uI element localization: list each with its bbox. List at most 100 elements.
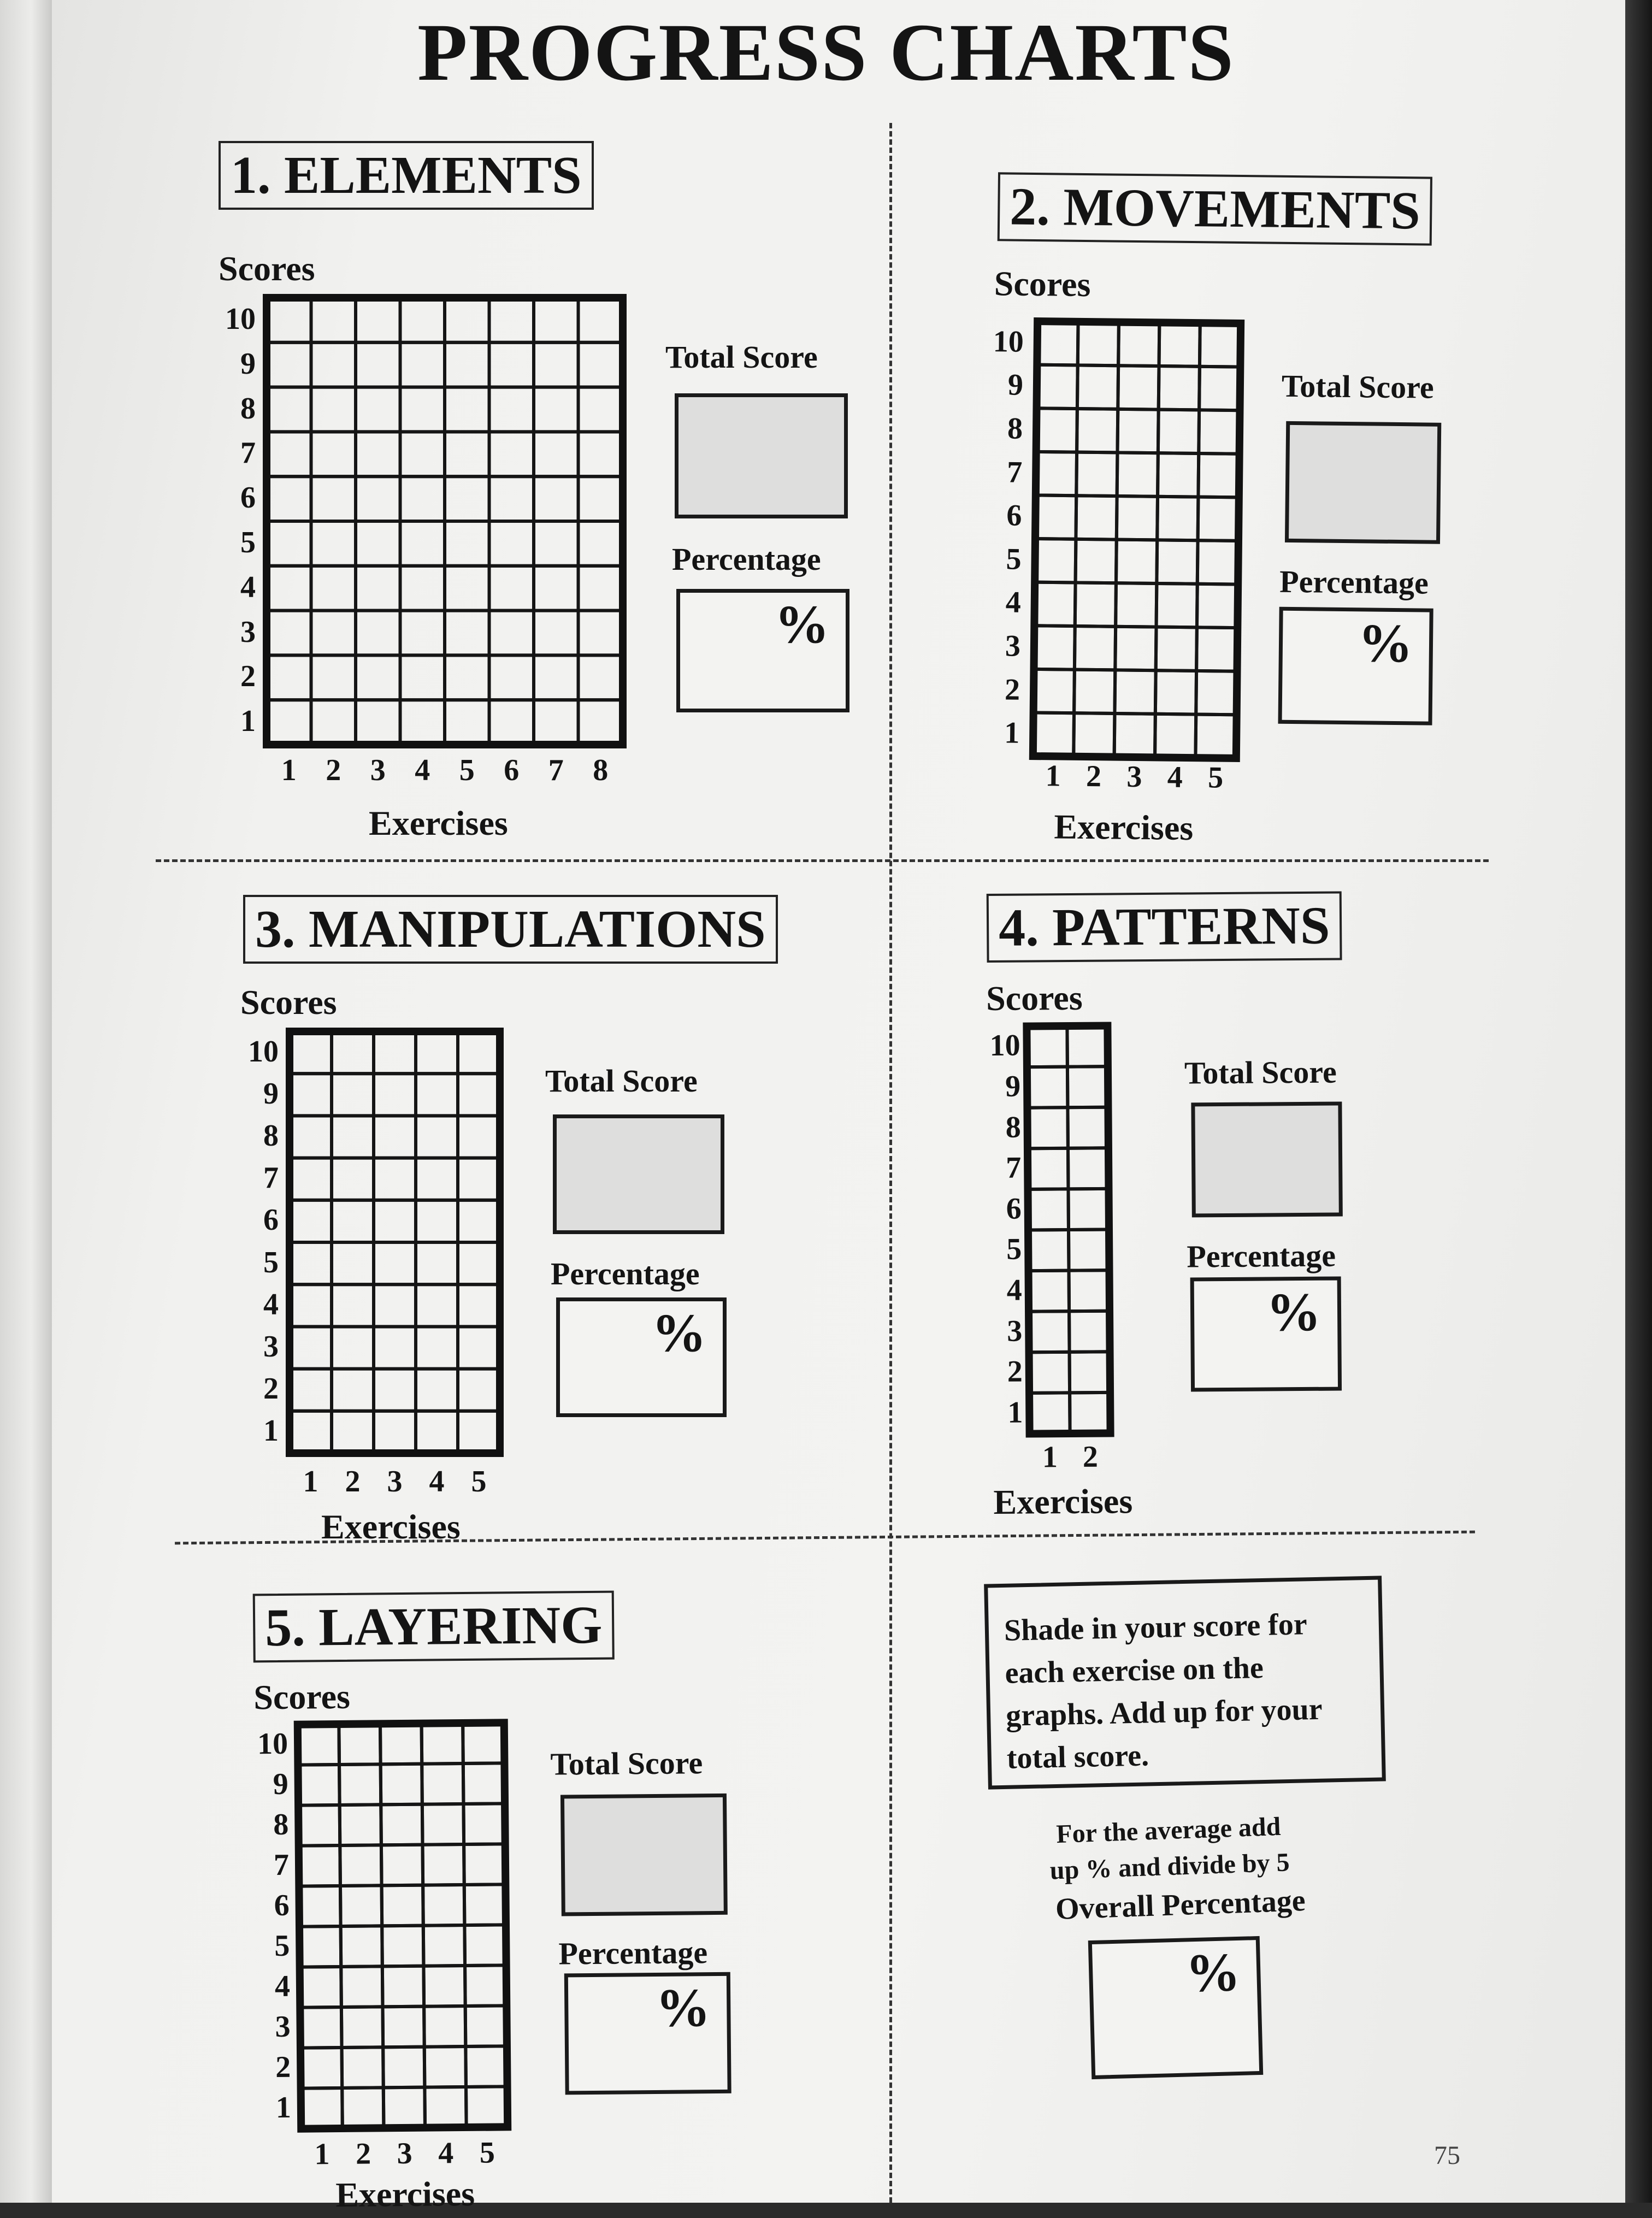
horizontal-cut-line-1 — [156, 859, 1489, 862]
exercises-axis-label: Exercises — [335, 2174, 475, 2215]
y-tick-label: 7 — [273, 1848, 290, 1883]
y-tick-label: 1 — [240, 704, 256, 739]
y-tick-label: 5 — [274, 1928, 290, 1963]
percent-sign: % — [1184, 1941, 1241, 2004]
average-note: For the average add up % and divide by 5 — [1026, 1808, 1312, 1890]
y-tick-label: 4 — [274, 1969, 291, 2004]
y-tick-label: 10 — [225, 302, 256, 336]
total-score-box[interactable] — [553, 1114, 724, 1234]
grid-cell[interactable] — [339, 1965, 385, 2009]
overall-percentage-box[interactable]: % — [1088, 1936, 1264, 2080]
grid-cell[interactable] — [339, 2005, 385, 2050]
percentage-box[interactable]: % — [564, 1972, 731, 2095]
score-grid-1 — [263, 294, 627, 748]
x-tick-label: 1 — [303, 1465, 318, 1499]
score-grid-5 — [293, 1719, 512, 2133]
grid-cell[interactable] — [464, 2044, 509, 2089]
grid-cell[interactable] — [296, 1722, 341, 1767]
grid-cell[interactable] — [338, 1803, 383, 1848]
y-tick-label: 9 — [273, 1767, 289, 1802]
grid-border — [286, 1028, 504, 1457]
grid-cell[interactable] — [297, 1884, 343, 1928]
grid-cell[interactable] — [421, 1842, 466, 1887]
grid-cell[interactable] — [461, 1721, 506, 1766]
grid-cell[interactable] — [462, 1842, 508, 1887]
grid-cell[interactable] — [421, 1923, 467, 1968]
grid-cell[interactable] — [380, 1883, 425, 1928]
grid-cell[interactable] — [297, 1843, 342, 1888]
x-tick-label: 2 — [326, 753, 341, 787]
grid-cell[interactable] — [422, 1963, 467, 2008]
grid-cell[interactable] — [420, 1721, 465, 1766]
y-tick-label: 2 — [263, 1372, 279, 1406]
grid-cell[interactable] — [462, 1802, 507, 1847]
grid-cell[interactable] — [464, 2085, 510, 2129]
grid-cell[interactable] — [296, 1762, 341, 1807]
exercises-axis-label: Exercises — [369, 804, 508, 842]
grid-cell[interactable] — [420, 1802, 466, 1847]
grid-cell[interactable] — [381, 2004, 426, 2049]
grid-cell[interactable] — [381, 2085, 427, 2130]
grid-cell[interactable] — [337, 1722, 382, 1767]
grid-cell[interactable] — [422, 2004, 468, 2049]
grid-cell[interactable] — [423, 2085, 468, 2129]
grid-cell[interactable] — [463, 1923, 508, 1968]
x-tick-label: 2 — [355, 2137, 371, 2171]
grid-cell[interactable] — [298, 2005, 344, 2050]
grid-cell[interactable] — [337, 1762, 383, 1807]
percent-sign: % — [655, 1977, 711, 2038]
y-tick-label: 2 — [240, 659, 256, 694]
grid-cell[interactable] — [298, 2045, 344, 2090]
y-tick-label: 6 — [263, 1203, 279, 1237]
grid-cell[interactable] — [338, 1884, 384, 1928]
y-tick-label: 3 — [263, 1330, 279, 1364]
grid-cell[interactable] — [380, 1964, 426, 2009]
grid-cell[interactable] — [297, 1924, 343, 1969]
x-tick-label: 5 — [471, 1465, 487, 1499]
x-tick-label: 5 — [479, 2136, 495, 2170]
grid-cell[interactable] — [462, 1883, 508, 1927]
grid-cell[interactable] — [379, 1762, 424, 1807]
y-tick-label: 10 — [257, 1726, 288, 1761]
x-tick-label: 2 — [345, 1465, 361, 1499]
y-tick-label: 3 — [275, 2009, 291, 2044]
percentage-box[interactable]: % — [556, 1297, 727, 1417]
grid-cell[interactable] — [420, 1761, 465, 1806]
x-tick-label: 4 — [415, 753, 430, 787]
grid-cell[interactable] — [340, 2086, 386, 2131]
total-score-box[interactable] — [560, 1793, 728, 1916]
y-tick-label: 6 — [240, 481, 256, 515]
chart-title-5: 5. LAYERING — [252, 1590, 615, 1663]
grid-cell[interactable] — [299, 2086, 344, 2131]
grid-cell[interactable] — [297, 1803, 342, 1848]
scores-axis-label: Scores — [253, 1677, 351, 1717]
grid-cell[interactable] — [340, 2045, 385, 2090]
y-tick-label: 7 — [240, 436, 256, 470]
grid-cell[interactable] — [298, 1965, 343, 2009]
grid-cell[interactable] — [461, 1761, 507, 1806]
grid-cell[interactable] — [422, 2044, 468, 2089]
total-score-box[interactable] — [675, 393, 848, 518]
grid-cell[interactable] — [378, 1721, 424, 1766]
grid-cell[interactable] — [381, 2045, 427, 2090]
percent-sign: % — [775, 594, 829, 654]
grid-cell[interactable] — [379, 1843, 425, 1887]
grid-cell[interactable] — [379, 1802, 424, 1847]
grid-cell[interactable] — [421, 1883, 467, 1927]
x-tick-label: 1 — [281, 753, 297, 787]
vertical-cut-line — [889, 123, 892, 2203]
scores-axis-label: Scores — [219, 249, 315, 288]
grid-border — [293, 1719, 512, 2133]
chart-title-3: 3. MANIPULATIONS — [243, 895, 778, 964]
x-tick-label: 6 — [504, 753, 520, 787]
x-tick-label: 3 — [397, 2136, 412, 2171]
percentage-box[interactable]: % — [676, 589, 849, 712]
score-grid-2 — [1029, 317, 1245, 762]
grid-cell[interactable] — [338, 1843, 384, 1888]
grid-cell[interactable] — [339, 1924, 384, 1969]
y-tick-label: 1 — [263, 1414, 279, 1448]
grid-cell[interactable] — [380, 1924, 426, 1968]
grid-cell[interactable] — [463, 2004, 509, 2049]
grid-cell[interactable] — [463, 1963, 509, 2008]
total-score-label: Total Score — [545, 1063, 698, 1099]
